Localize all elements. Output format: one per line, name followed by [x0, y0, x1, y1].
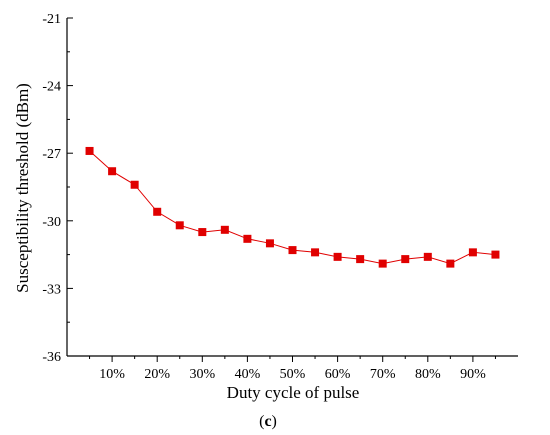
y-tick-label: -21 [42, 12, 61, 27]
data-point [153, 207, 162, 216]
data-point [491, 250, 500, 259]
figure-caption: (c) [259, 413, 277, 430]
data-point [130, 180, 139, 189]
data-point [243, 234, 252, 243]
y-tick-label: -30 [42, 215, 61, 230]
data-point [401, 255, 410, 264]
data-point [288, 246, 297, 255]
y-tick-label: -27 [42, 147, 61, 162]
caption-close: ) [272, 413, 277, 430]
x-tick-label: 40% [235, 367, 261, 382]
data-point [108, 167, 117, 176]
x-tick-label: 70% [370, 367, 396, 382]
series-layer [85, 146, 500, 268]
y-axis-label: Susceptibility threshold (dBm) [13, 83, 32, 293]
y-tick-label: -36 [42, 350, 61, 365]
x-tick-label: 20% [144, 367, 170, 382]
x-tick-label: 10% [99, 367, 125, 382]
x-tick-label: 50% [280, 367, 306, 382]
y-tick-label: -24 [42, 80, 61, 95]
x-tick-label: 30% [189, 367, 215, 382]
data-point [198, 228, 207, 237]
data-point [468, 248, 477, 257]
caption-letter: c [264, 413, 271, 430]
x-axis-label: Duty cycle of pulse [227, 383, 360, 402]
x-tick-label: 60% [325, 367, 351, 382]
x-tick-label: 90% [460, 367, 486, 382]
data-point [423, 252, 432, 261]
data-point [446, 259, 455, 268]
x-tick-label: 80% [415, 367, 441, 382]
caption-open: ( [259, 413, 264, 430]
data-point [378, 259, 387, 268]
data-point [220, 225, 229, 234]
data-point [265, 239, 274, 248]
data-point [175, 221, 184, 230]
data-point [356, 255, 365, 264]
x-axis-ticks: 10% 20% 30% 40% 50% 60% 70% 80% 90% [89, 356, 496, 382]
y-tick-label: -33 [42, 282, 61, 297]
y-axis-ticks: -21 -24 -27 -30 -33 -36 [42, 12, 73, 365]
data-point [85, 146, 94, 155]
data-point [311, 248, 320, 257]
data-point [333, 252, 342, 261]
